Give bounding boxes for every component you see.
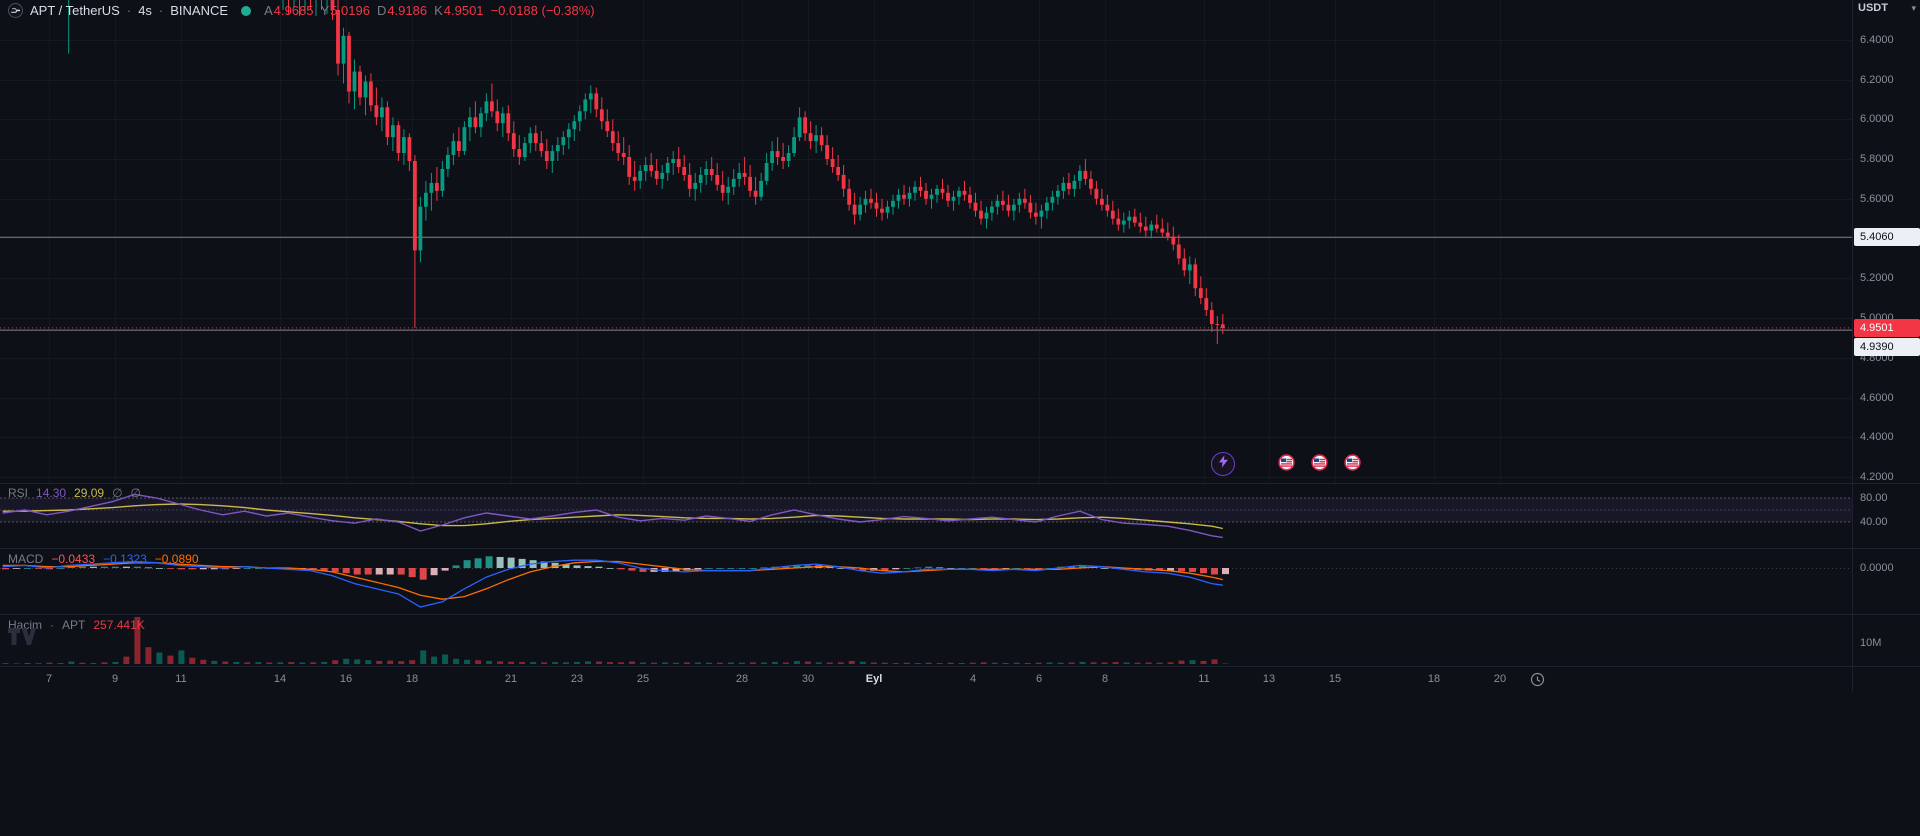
time-tick-label: 23 xyxy=(570,673,584,685)
time-axis-border xyxy=(0,666,1920,667)
macd-line-value: −0.1323 xyxy=(103,552,147,566)
indicator-axis-label: 0.0000 xyxy=(1860,562,1894,574)
event-badge[interactable] xyxy=(1344,454,1361,471)
symbol-title[interactable]: APT / TetherUS xyxy=(30,3,120,18)
time-tick-label: 18 xyxy=(405,673,419,685)
time-tick-label: 21 xyxy=(504,673,518,685)
rsi-legend: RSI 14.30 29.09 ∅ ∅ xyxy=(8,486,141,500)
separator: · xyxy=(158,3,164,18)
time-tick-label: 16 xyxy=(339,673,353,685)
ohlc-high: Y 5.0196 xyxy=(320,3,370,18)
time-tick-label: 18 xyxy=(1427,673,1441,685)
price-level-tag[interactable]: 4.9390 xyxy=(1854,338,1920,356)
volume-value: 257.441K xyxy=(93,618,145,632)
us-flag-event-icon xyxy=(1344,454,1361,471)
interval-label[interactable]: 4s xyxy=(138,3,152,18)
time-tick-label: 11 xyxy=(1198,673,1210,685)
price-label: 6.2000 xyxy=(1860,74,1894,86)
price-label: 5.6000 xyxy=(1860,193,1894,205)
time-tick-label: 30 xyxy=(801,673,815,685)
price-label: 5.2000 xyxy=(1860,272,1894,284)
indicator-axis-label: 80.00 xyxy=(1860,492,1888,504)
price-label: 6.4000 xyxy=(1860,34,1894,46)
pane-separator[interactable] xyxy=(0,548,1920,549)
ohlc-close: K 4.9501 xyxy=(434,3,484,18)
event-badge[interactable] xyxy=(1311,454,1328,471)
time-tick-label: 9 xyxy=(111,673,119,685)
volume-pane[interactable] xyxy=(0,615,1852,666)
time-tick-label: 25 xyxy=(636,673,650,685)
us-flag-event-icon xyxy=(1311,454,1328,471)
macd-hist-value: −0.0433 xyxy=(51,552,96,566)
pane-separator[interactable] xyxy=(0,483,1920,484)
pane-separator[interactable] xyxy=(0,614,1920,615)
price-label: 5.8000 xyxy=(1860,153,1894,165)
macd-signal-value: −0.0890 xyxy=(154,552,199,566)
time-tick-label: 20 xyxy=(1493,673,1507,685)
time-tick-label: 7 xyxy=(45,673,53,685)
time-tick-label: 14 xyxy=(273,673,287,685)
time-tick-label: 6 xyxy=(1035,673,1043,685)
price-label: 6.0000 xyxy=(1860,113,1894,125)
rsi-pane[interactable] xyxy=(0,484,1852,548)
macd-legend: MACD −0.0433 −0.1323 −0.0890 xyxy=(8,552,199,566)
time-tick-label: 15 xyxy=(1328,673,1342,685)
rsi-upper-band-value: ∅ xyxy=(112,486,123,500)
exchange-label[interactable]: BINANCE xyxy=(170,3,229,18)
clock-icon[interactable] xyxy=(1530,672,1545,687)
rsi-ma-value: 29.09 xyxy=(74,486,105,500)
price-level-tag[interactable]: 5.4060 xyxy=(1854,228,1920,246)
separator: · xyxy=(126,3,132,18)
volume-symbol: APT xyxy=(62,618,86,632)
market-status-dot xyxy=(241,5,252,16)
chevron-down-icon: ▾ xyxy=(1911,2,1916,13)
event-badge[interactable] xyxy=(1278,454,1295,471)
macd-pane[interactable] xyxy=(0,549,1852,614)
currency-selector[interactable]: USDT ▾ xyxy=(1858,2,1916,14)
separator: · xyxy=(50,618,55,632)
ohlc-low: D 4.9186 xyxy=(376,3,428,18)
instant-trade-button[interactable] xyxy=(1211,452,1235,476)
main-price-pane[interactable] xyxy=(0,0,1852,483)
ohlc-open: A 4.9685 xyxy=(264,3,314,18)
time-scale[interactable]: 7 9 11 14 16 18 21 23 25 28 30 Eyl 4 6 8 11 13 15 18 20 xyxy=(0,667,1852,692)
time-tick-label: 13 xyxy=(1262,673,1276,685)
price-scale[interactable]: USDT ▾ 6.4000 6.2000 6.0000 5.8000 5.6000 5.2… xyxy=(1852,0,1920,692)
indicator-axis-label: 10M xyxy=(1860,637,1882,649)
indicator-axis-label: 40.00 xyxy=(1860,516,1888,528)
time-tick-label: 8 xyxy=(1101,673,1109,685)
rsi-title[interactable]: RSI xyxy=(8,486,29,500)
time-tick-label: 11 xyxy=(175,673,187,685)
last-price-tag: 4.9501 xyxy=(1854,319,1920,337)
price-label: 4.4000 xyxy=(1860,431,1894,443)
lightning-icon xyxy=(1218,455,1228,473)
currency-label: USDT xyxy=(1858,2,1888,14)
price-label: 4.6000 xyxy=(1860,392,1894,404)
price-label: 4.2000 xyxy=(1860,471,1894,483)
time-tick-label: 28 xyxy=(735,673,749,685)
macd-title[interactable]: MACD xyxy=(8,552,44,566)
rsi-value: 14.30 xyxy=(36,486,67,500)
rsi-lower-band-value: ∅ xyxy=(130,486,141,500)
price-change: −0.0188 (−0.38%) xyxy=(490,3,595,18)
time-tick-label: Eyl xyxy=(865,673,883,685)
symbol-logo-icon xyxy=(8,3,23,18)
us-flag-event-icon xyxy=(1278,454,1295,471)
tradingview-logo[interactable] xyxy=(8,628,36,650)
time-tick-label: 4 xyxy=(969,673,977,685)
